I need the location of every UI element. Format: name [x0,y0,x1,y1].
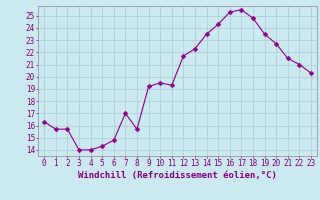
X-axis label: Windchill (Refroidissement éolien,°C): Windchill (Refroidissement éolien,°C) [78,171,277,180]
